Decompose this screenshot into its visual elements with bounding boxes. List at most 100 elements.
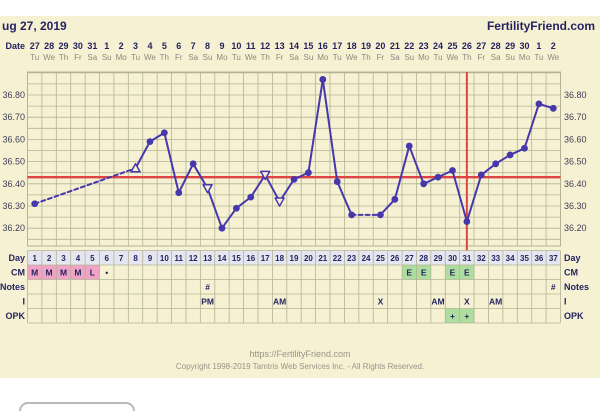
day-number-cell: 35 (520, 254, 529, 263)
bbt-point-triangle-up (130, 163, 141, 173)
chart-background (0, 16, 600, 378)
bbt-point-circle (290, 175, 298, 183)
brand-logo-text[interactable]: FertilityFriend.com (486, 19, 595, 33)
date-cell: 16 (318, 41, 328, 51)
day-number-cell: 12 (189, 254, 198, 263)
date-cell: 23 (419, 41, 429, 51)
bbt-point-circle (377, 211, 384, 219)
weekday-cell: Su (404, 53, 414, 62)
bbt-point-circle (305, 169, 312, 177)
date-cell: 1 (536, 41, 541, 51)
day-number-cell: 36 (534, 254, 543, 263)
day-number-cell: 28 (419, 254, 428, 263)
day-number-cell: 8 (133, 254, 138, 263)
day-row-background (27, 250, 561, 265)
bbt-line-segment-missing-data (33, 167, 137, 205)
day-number-cell: 14 (218, 254, 227, 263)
bbt-line-segment (321, 78, 339, 183)
cm-cell-value: E (450, 267, 456, 277)
weekday-cell: Su (505, 53, 515, 62)
bbt-point-circle (449, 167, 456, 174)
cm-cell-highlight (402, 265, 417, 280)
weekday-cell: Tu (333, 53, 342, 62)
weekday-cell: We (447, 53, 459, 62)
date-cell: 9 (219, 41, 224, 51)
notes-cell-value: # (205, 282, 210, 292)
day-number-cell: 6 (105, 254, 110, 263)
cm-cell-value: E (421, 267, 427, 277)
day-number-cell: 29 (434, 254, 443, 263)
bbt-point-circle (405, 142, 413, 150)
chart-date-title: ug 27, 2019 (2, 19, 67, 33)
cm-cell-highlight (85, 265, 100, 280)
row-label-day-right: Day (564, 253, 581, 263)
day-number-cell: 4 (76, 254, 81, 263)
weekday-cell: We (43, 53, 55, 62)
footer-url[interactable]: https://FertilityFriend.com (249, 349, 351, 359)
date-cell: 19 (361, 41, 371, 51)
bbt-line-segment (379, 198, 396, 216)
weekday-cell: Su (304, 53, 314, 62)
weekday-cell: Su (203, 53, 213, 62)
bbt-point-circle (189, 160, 197, 168)
date-cell: 31 (87, 41, 97, 51)
day-number-cell: 21 (318, 254, 327, 263)
bbt-line-segment (134, 140, 151, 170)
bbt-point-triangle-down (259, 170, 271, 181)
date-cell: 12 (260, 41, 270, 51)
bbt-line-segment (523, 102, 540, 150)
day-number-cell: 11 (175, 254, 184, 263)
date-cell: 4 (147, 41, 152, 51)
date-cell: 8 (205, 41, 210, 51)
i-cell-value: PM (201, 296, 214, 306)
bbt-line-segment (177, 162, 195, 194)
temp-tick-right: 36.70 (564, 112, 587, 122)
day-number-cell: 17 (261, 254, 270, 263)
bbt-point-triangle-down (202, 183, 213, 194)
day-number-cell: 16 (246, 254, 255, 263)
temp-tick-left: 36.20 (2, 223, 25, 233)
day-number-cell: 9 (148, 254, 153, 263)
bbt-point-circle (492, 160, 500, 168)
row-label-cm-right: CM (564, 267, 578, 277)
day-number-cell: 2 (47, 254, 52, 263)
row-label-notes-right: Notes (564, 282, 589, 292)
date-cell: 24 (433, 41, 443, 51)
partial-cropped-button[interactable] (19, 402, 135, 411)
cm-cell-value: M (74, 267, 81, 277)
row-label-i-left: I (22, 296, 25, 306)
day-number-cell: 24 (362, 254, 371, 263)
day-number-cell: 15 (232, 254, 241, 263)
i-cell-value: AM (431, 296, 444, 306)
date-cell: 14 (289, 41, 299, 51)
bbt-point-circle (348, 211, 356, 219)
bbt-line-segment (264, 173, 281, 203)
day-number-cell: 19 (290, 254, 299, 263)
day-number-cell: 34 (506, 254, 515, 263)
weekday-cell: We (346, 53, 358, 62)
date-cell: 18 (347, 41, 357, 51)
date-cell: 2 (119, 41, 124, 51)
date-cell: 3 (133, 41, 138, 51)
row-label-opk-left: OPK (5, 311, 25, 321)
cm-cell-value: E (406, 267, 412, 277)
bbt-line-segment (220, 207, 238, 230)
i-cell-value: X (464, 296, 470, 306)
date-cell: 21 (390, 41, 400, 51)
cm-cell-value: M (46, 267, 53, 277)
bbt-point-circle (420, 180, 428, 188)
weekday-cell: Mo (418, 53, 430, 62)
date-cell: 5 (162, 41, 167, 51)
day-number-cell: 22 (333, 254, 342, 263)
day-number-cell: 25 (376, 254, 385, 263)
footer-copyright: Copyright 1998-2019 Tamtris Web Services… (175, 362, 425, 371)
cm-cell-value: E (464, 267, 470, 277)
date-cell: 30 (73, 41, 83, 51)
day-number-cell: 7 (119, 254, 124, 263)
temp-tick-right: 36.50 (564, 157, 587, 167)
weekday-cell: Tu (131, 53, 140, 62)
day-number-cell: 30 (448, 254, 457, 263)
temp-tick-right: 36.40 (564, 179, 587, 189)
opk-cell-value: + (464, 311, 469, 321)
date-cell: 7 (191, 41, 196, 51)
